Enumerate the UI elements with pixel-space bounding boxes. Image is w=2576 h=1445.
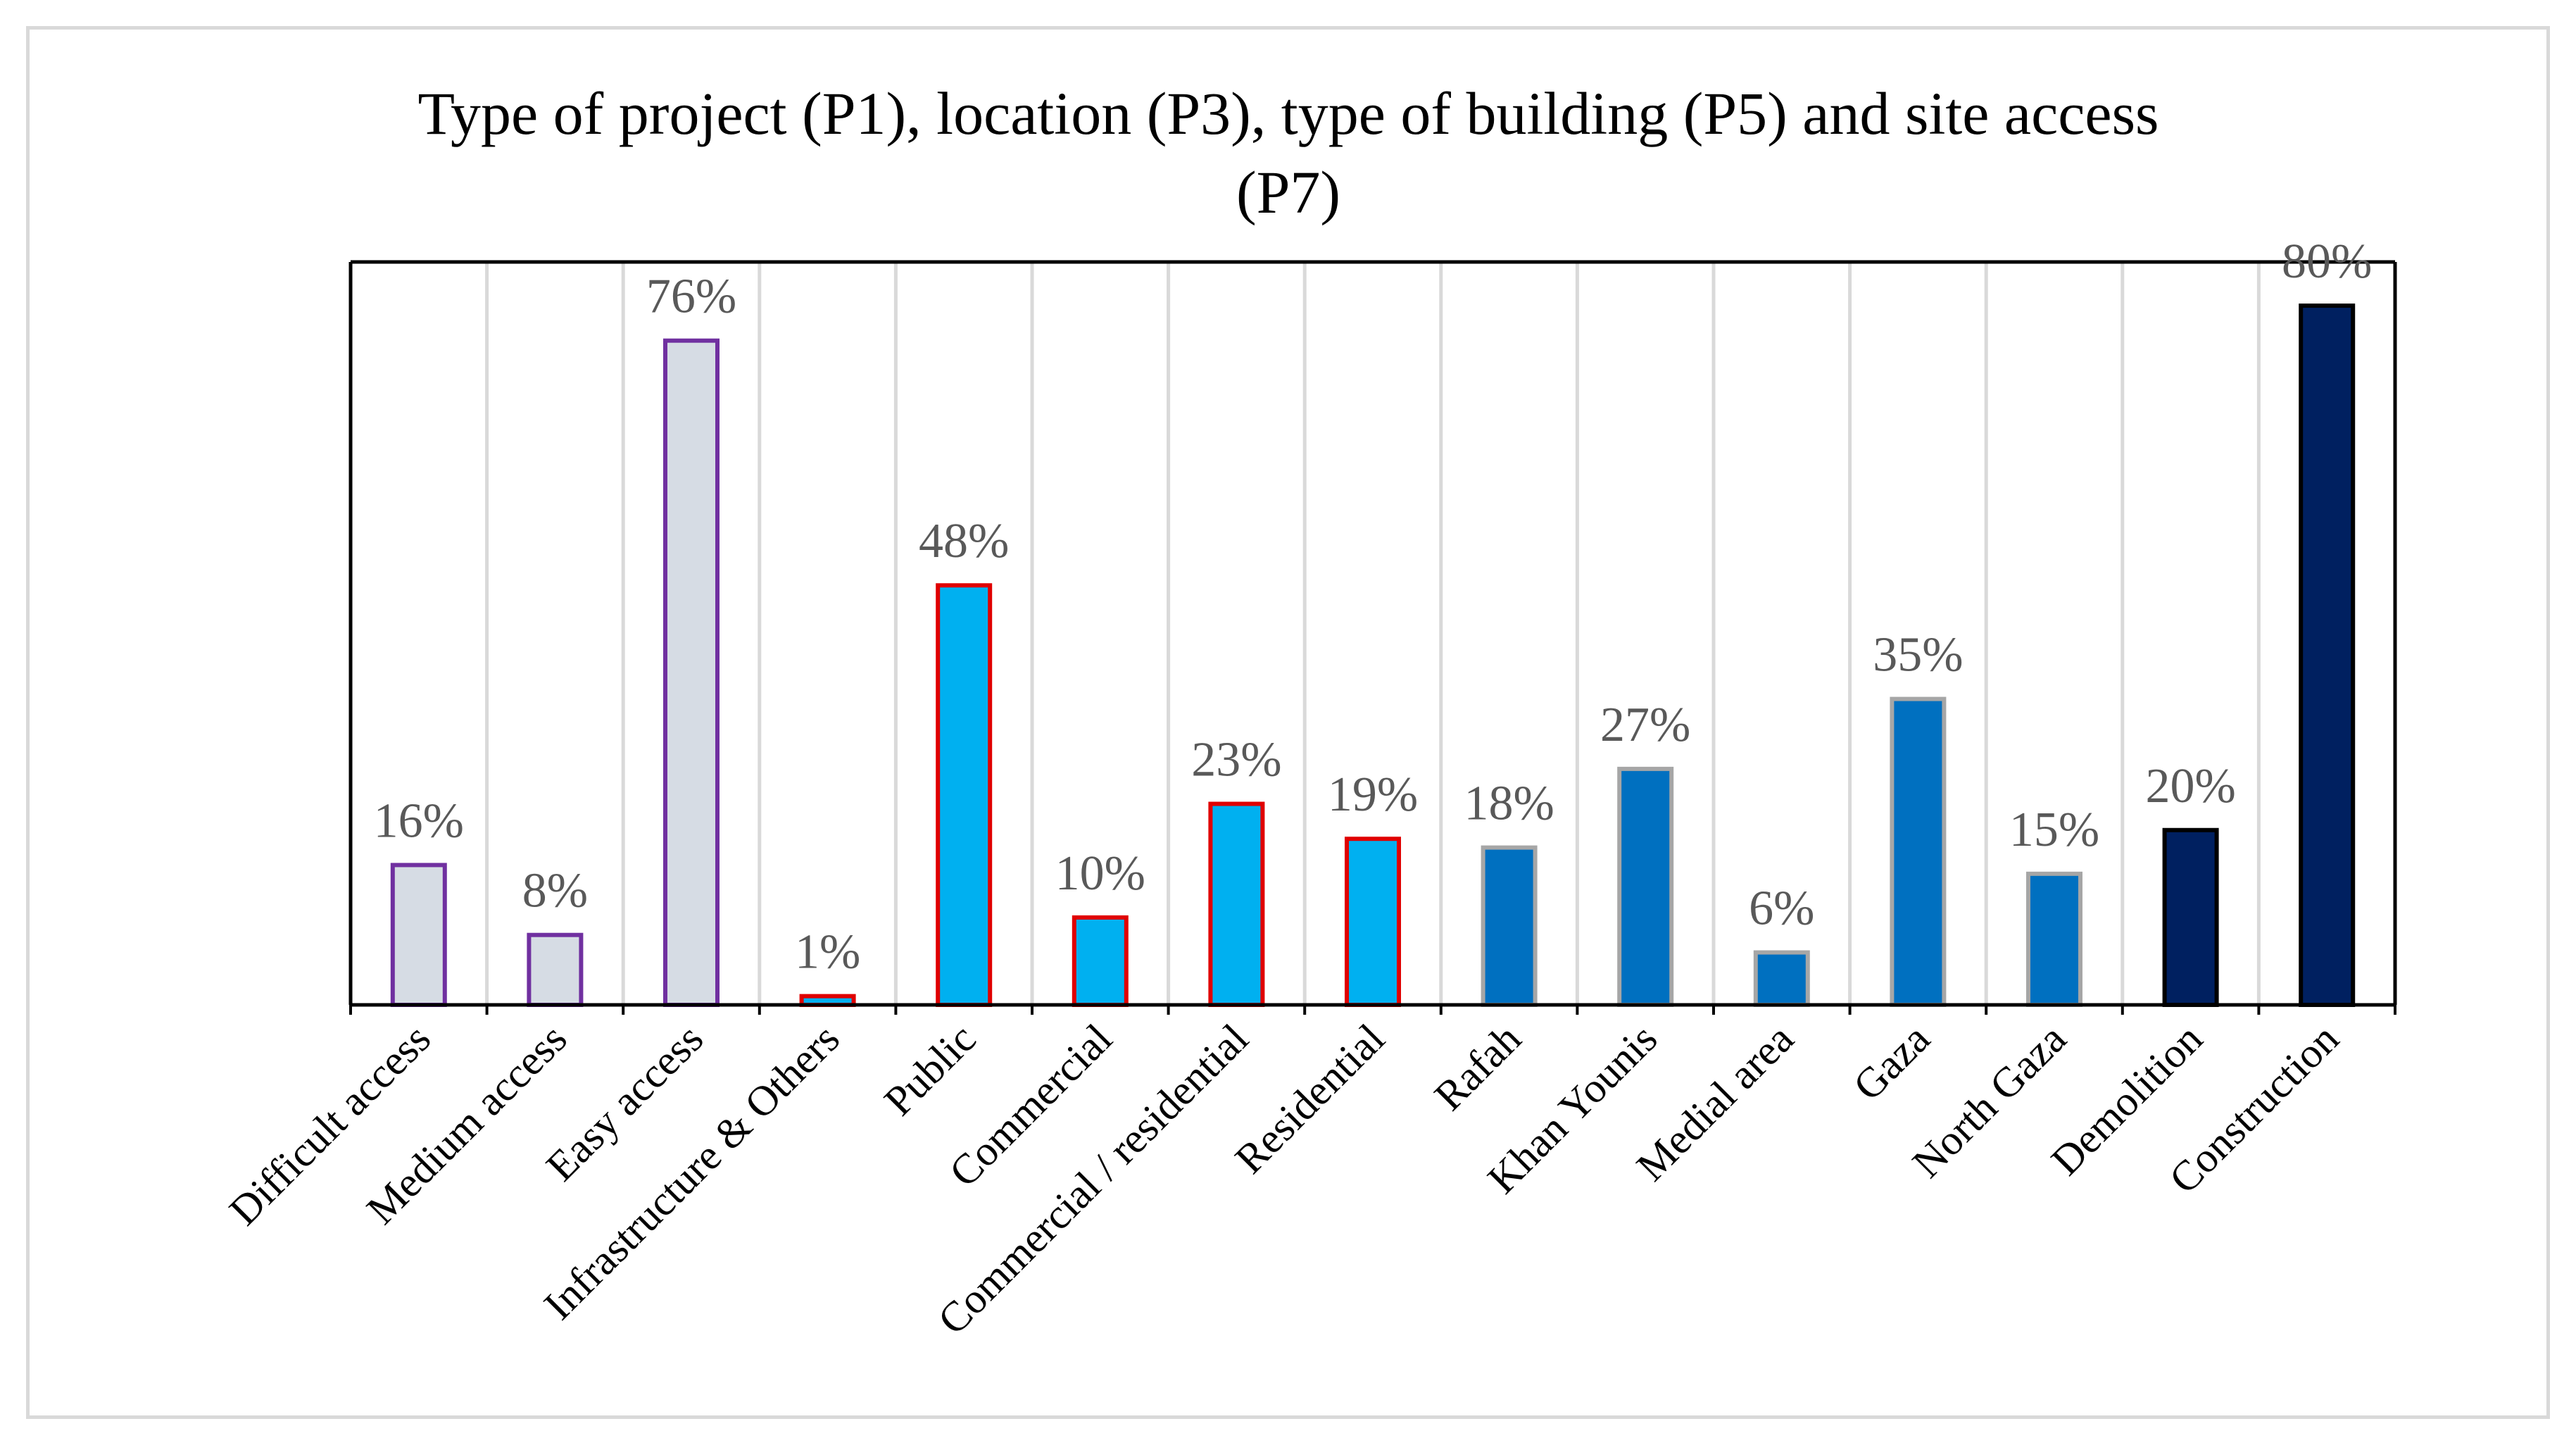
data-label: 35% <box>1873 628 1963 682</box>
bar-commercial-residential <box>1208 801 1265 1007</box>
data-label: 10% <box>1055 846 1145 901</box>
gridlines <box>485 262 2261 1005</box>
bar-commercial <box>1072 915 1129 1007</box>
bar-public <box>936 583 993 1007</box>
bar-demolition <box>2162 827 2219 1007</box>
data-label: 1% <box>795 925 860 980</box>
bar-gaza <box>1890 696 1947 1008</box>
bar-medium-access <box>527 932 584 1008</box>
category-label: Public <box>875 1015 984 1125</box>
bars <box>390 304 2356 1008</box>
chart-frame <box>26 26 2550 1419</box>
bar-north-gaza <box>2026 871 2082 1007</box>
chart-title-line-1: Type of project (P1), location (P3), typ… <box>417 80 2159 147</box>
category-label: Rafah <box>1426 1015 1530 1120</box>
data-label: 16% <box>374 794 464 848</box>
bar-khan-younis <box>1617 766 1674 1007</box>
bar-residential <box>1345 837 1401 1008</box>
data-label: 18% <box>1464 777 1554 831</box>
data-label: 27% <box>1600 698 1690 752</box>
bar-rafah <box>1481 845 1538 1008</box>
data-label: 15% <box>2009 803 2099 857</box>
data-labels: 16% 8% 76% 1% 48% 10% 23% 19% 18% 27% 6% 35% 15% 20% 8… <box>374 234 2373 980</box>
data-label: 76% <box>646 270 736 324</box>
category-label: Gaza <box>1845 1015 1939 1110</box>
bar-difficult-access <box>390 863 447 1007</box>
data-label: 23% <box>1191 733 1281 787</box>
data-label: 6% <box>1749 882 1814 936</box>
data-label: 8% <box>522 864 588 918</box>
axes <box>348 260 2397 1015</box>
chart-title-line-2: (P7) <box>1236 158 1340 226</box>
category-label: Residential <box>1226 1015 1394 1183</box>
bar-construction <box>2299 304 2356 1007</box>
data-label: 80% <box>2282 234 2372 289</box>
bar-medial-area <box>1753 950 1810 1008</box>
data-label: 19% <box>1328 768 1418 822</box>
bar-easy-access <box>663 338 720 1007</box>
data-label: 48% <box>919 514 1009 568</box>
data-label: 20% <box>2145 759 2235 813</box>
